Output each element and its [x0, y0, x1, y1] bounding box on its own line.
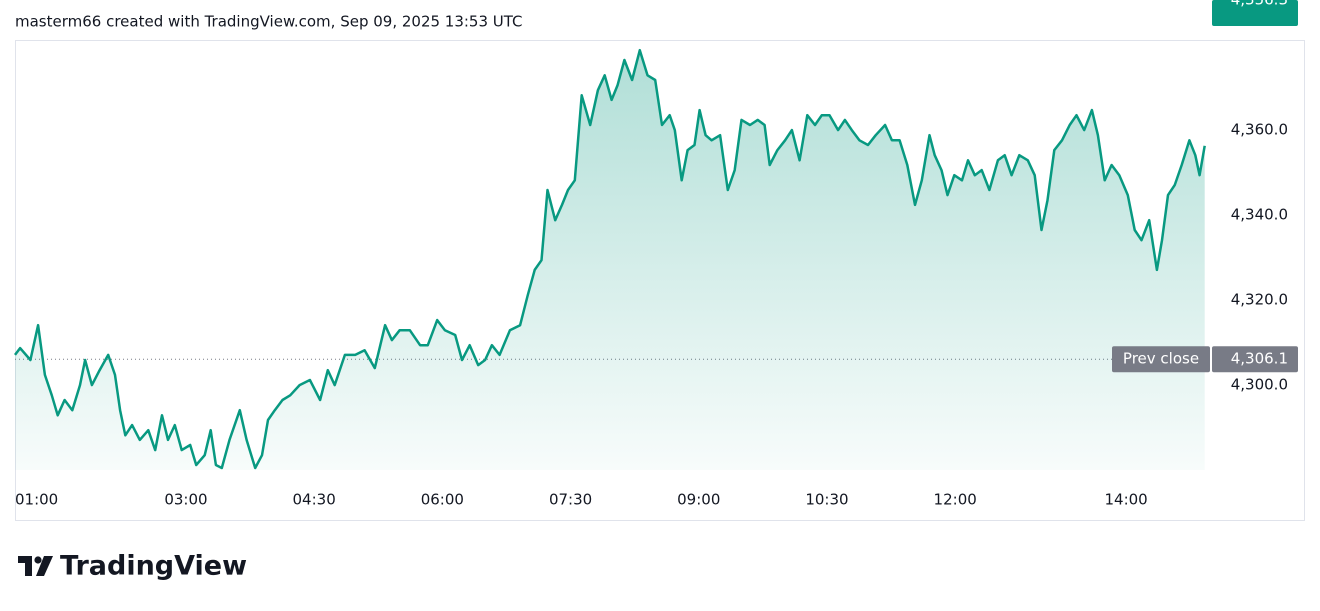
prev-close-tag: [1112, 346, 1210, 373]
prev-close-value: 4,306.1: [1231, 350, 1288, 368]
y-tick-label: 4,340.0: [1231, 206, 1288, 224]
price-tag-label: 4,356.3: [1231, 0, 1288, 9]
x-tick-label: 10:30: [805, 491, 848, 509]
x-tick-label: 12:00: [934, 491, 977, 509]
y-tick-label: 4,360.0: [1231, 121, 1288, 139]
pane-border: [15, 40, 1305, 521]
prev-close-name: Prev close: [1123, 350, 1199, 368]
logo-icon: [18, 556, 53, 576]
header: masterm66 created with TradingView.com, …: [15, 13, 523, 31]
area-fill: [15, 50, 1205, 470]
x-tick-label: 06:00: [421, 491, 464, 509]
y-tick-label: 4,320.0: [1231, 291, 1288, 309]
x-tick-label: 04:30: [293, 491, 336, 509]
brand: TradingView: [60, 551, 247, 582]
plot: 01:00 03:00 04:30 06:00 07:30 09:00 10:30 12:00…: [14, 0, 1298, 509]
y-tick-label: 4,300.0: [1231, 376, 1288, 394]
price-line: [14, 48, 1206, 470]
x-tick-label: 03:00: [164, 491, 207, 509]
prev-close-value-tag: [1212, 346, 1298, 373]
x-tick-label: 14:00: [1104, 491, 1147, 509]
price-tag: [1212, 0, 1298, 26]
x-tick-label: 01:00: [15, 491, 58, 509]
x-tick-label: 09:00: [677, 491, 720, 509]
x-tick-label: 07:30: [549, 491, 592, 509]
